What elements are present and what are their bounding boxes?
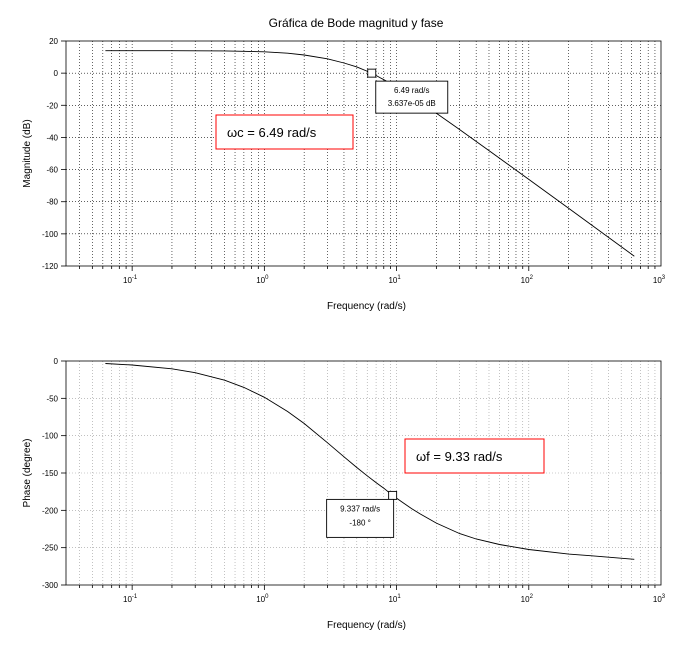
- magnitude-y-axis-title: Magnitude (dB): [22, 119, 33, 187]
- magnitude-datatip-marker[interactable]: [367, 68, 377, 78]
- magnitude-datatip-box: [375, 80, 449, 114]
- magnitude-y-tick-label: -20: [46, 101, 58, 110]
- magnitude-y-tick-label: -60: [46, 166, 58, 175]
- figure-title: Gráfica de Bode magnitud y fase: [269, 16, 444, 30]
- magnitude-y-tick-label: -120: [42, 262, 59, 271]
- phase-datatip-box: [326, 498, 395, 538]
- phase-y-tick-label: -300: [42, 581, 59, 590]
- magnitude-datatip-line: 6.49 rad/s: [394, 86, 430, 95]
- magnitude-x-tick-label: 102: [521, 275, 534, 285]
- phase-y-tick-label: 0: [54, 357, 59, 366]
- magnitude-datatip-line: 3.637e-05 dB: [388, 99, 436, 108]
- phase-x-tick-label: 102: [521, 594, 534, 604]
- phase-y-axis-title: Phase (degree): [22, 439, 33, 508]
- magnitude-plot-frame: [65, 40, 662, 267]
- magnitude-chart: 20 0 -20 -40 -60 -80 -100 -120 10-1 100 101 102 103 F…: [22, 37, 666, 312]
- magnitude-series-line: [105, 50, 635, 257]
- phase-datatip-marker[interactable]: [388, 490, 398, 500]
- magnitude-y-tick-label: 0: [54, 69, 59, 78]
- phase-y-tick-label: -250: [42, 544, 59, 553]
- phase-x-tick-label: 103: [653, 594, 666, 604]
- magnitude-x-axis-title: Frequency (rad/s): [327, 301, 406, 312]
- phase-y-tick-label: -150: [42, 469, 59, 478]
- phase-x-tick-label: 101: [388, 594, 401, 604]
- magnitude-x-tick-label: 10-1: [123, 275, 138, 285]
- phase-series-line: [105, 363, 635, 560]
- phase-x-axis-title: Frequency (rad/s): [327, 620, 406, 631]
- magnitude-y-tick-label: 20: [49, 37, 58, 46]
- phase-chart: 0 -50 -100 -150 -200 -250 -300 10-1 100 101 102 103…: [22, 357, 666, 631]
- phase-x-tick-label: 100: [256, 594, 269, 604]
- magnitude-annotation-text: ωc = 6.49 rad/s: [227, 125, 317, 140]
- phase-y-tick-label: -200: [42, 506, 59, 515]
- phase-x-tick-label: 10-1: [123, 594, 138, 604]
- magnitude-x-tick-label: 101: [388, 275, 401, 285]
- magnitude-y-tick-label: -40: [46, 133, 58, 142]
- phase-datatip-line: 9.337 rad/s: [340, 504, 380, 513]
- magnitude-x-tick-label: 103: [653, 275, 666, 285]
- phase-y-tick-label: -100: [42, 432, 59, 441]
- phase-annotation-box: [404, 438, 545, 474]
- phase-y-tick-label: -50: [46, 394, 58, 403]
- phase-datatip-line: -180 °: [349, 518, 370, 527]
- magnitude-y-tick-label: -80: [46, 198, 58, 207]
- magnitude-x-tick-label: 100: [256, 275, 269, 285]
- magnitude-annotation-box: [215, 114, 354, 150]
- phase-annotation-text: ωf = 9.33 rad/s: [416, 449, 503, 464]
- magnitude-y-tick-label: -100: [42, 230, 59, 239]
